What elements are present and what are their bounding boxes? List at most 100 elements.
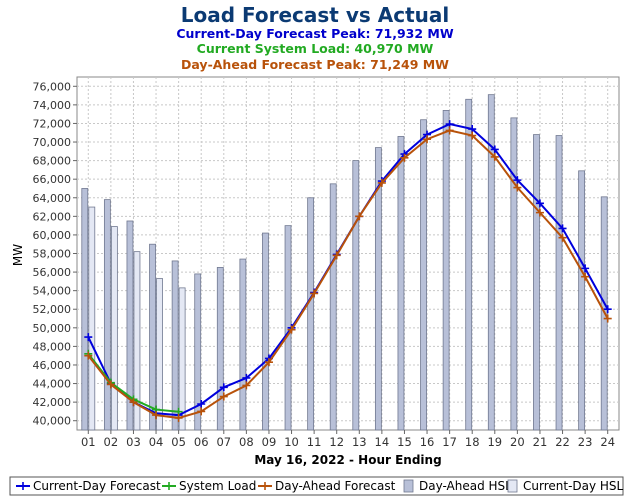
y-tick-label: 54,000	[33, 285, 72, 298]
point-day-ahead-forecast	[310, 289, 319, 298]
x-tick-label: 12	[329, 435, 344, 449]
point-current-day-forecast	[581, 264, 590, 273]
legend-label-day-ahead-hsl: Day-Ahead HSL	[419, 479, 512, 493]
point-day-ahead-forecast	[400, 153, 409, 162]
y-tick-label: 76,000	[33, 80, 72, 93]
y-tick-label: 62,000	[33, 210, 72, 223]
bar-day-ahead-hsl	[555, 135, 563, 431]
y-tick-label: 72,000	[33, 117, 72, 130]
x-tick-label: 07	[216, 435, 231, 449]
legend-label-current-day-hsl: Current-Day HSL	[523, 479, 624, 493]
x-tick-label: 23	[578, 435, 593, 449]
x-tick-label: 11	[307, 435, 322, 449]
x-tick-label: 06	[194, 435, 209, 449]
y-tick-label: 74,000	[33, 99, 72, 112]
hsl-bars	[81, 94, 608, 431]
bar-day-ahead-hsl	[533, 134, 540, 431]
subtitle-current-day-peak: Current-Day Forecast Peak: 71,932 MW	[176, 26, 454, 41]
legend-label-system-load: System Load	[179, 479, 256, 493]
y-tick-label: 70,000	[33, 136, 72, 149]
x-tick-label: 13	[352, 435, 367, 449]
point-current-day-forecast	[490, 145, 499, 154]
chart-title: Load Forecast vs Actual	[181, 3, 449, 27]
y-tick-label: 64,000	[33, 192, 72, 205]
bar-day-ahead-hsl	[442, 110, 450, 431]
point-current-day-forecast	[242, 373, 251, 382]
y-tick-label: 46,000	[33, 359, 72, 372]
bar-day-ahead-hsl	[103, 199, 111, 431]
point-day-ahead-forecast	[174, 413, 183, 422]
point-day-ahead-forecast	[242, 381, 251, 390]
bar-day-ahead-hsl	[239, 258, 247, 431]
y-tick-label: 58,000	[33, 248, 72, 261]
point-day-ahead-forecast	[106, 380, 115, 389]
legend-box	[9, 476, 624, 496]
legend-marker-current-day-forecast	[19, 482, 27, 490]
y-tick-label: 66,000	[33, 173, 72, 186]
y-tick-label: 40,000	[33, 415, 72, 428]
x-axis: 01 02 03 04 05 06 07 08 09 10 11 12 13 14 15 16 17 18 19 20…	[81, 430, 615, 449]
point-day-ahead-forecast	[603, 314, 612, 323]
y-axis-label: MW	[11, 244, 25, 266]
y-tick-label: 60,000	[33, 229, 72, 242]
x-tick-label: 21	[533, 435, 548, 449]
bar-day-ahead-hsl	[171, 260, 179, 431]
y-tick-label: 42,000	[33, 396, 72, 409]
point-day-ahead-forecast	[287, 325, 296, 334]
bar-current-day-hsl	[88, 206, 96, 431]
y-tick-label: 56,000	[33, 266, 72, 279]
point-day-ahead-forecast	[445, 126, 454, 135]
bar-current-day-hsl	[110, 226, 118, 431]
x-tick-label: 19	[487, 435, 502, 449]
bar-day-ahead-hsl	[510, 117, 518, 431]
point-current-day-forecast	[535, 199, 544, 208]
y-tick-label: 68,000	[33, 155, 72, 168]
bar-day-ahead-hsl	[578, 170, 586, 431]
x-tick-label: 20	[510, 435, 525, 449]
bar-day-ahead-hsl	[465, 98, 473, 431]
point-day-ahead-forecast	[84, 351, 93, 360]
bar-day-ahead-hsl	[194, 273, 202, 431]
point-day-ahead-forecast	[468, 131, 477, 140]
point-day-ahead-forecast	[152, 411, 161, 420]
point-day-ahead-forecast	[129, 398, 138, 407]
point-current-day-forecast	[84, 333, 93, 342]
bar-day-ahead-hsl	[397, 136, 405, 431]
point-day-ahead-forecast	[264, 358, 273, 367]
x-tick-label: 01	[81, 435, 96, 449]
bar-day-ahead-hsl	[329, 183, 337, 431]
legend-swatch-day-ahead-hsl	[403, 479, 414, 493]
point-day-ahead-forecast	[490, 152, 499, 161]
point-current-day-forecast	[603, 305, 612, 314]
x-tick-label: 03	[126, 435, 141, 449]
subtitle-day-ahead-peak: Day-Ahead Forecast Peak: 71,249 MW	[181, 57, 449, 72]
bar-day-ahead-hsl	[216, 267, 224, 431]
bar-day-ahead-hsl	[374, 147, 382, 431]
bar-day-ahead-hsl	[262, 232, 269, 431]
point-current-day-forecast	[197, 399, 206, 408]
x-tick-label: 14	[375, 435, 390, 449]
point-day-ahead-forecast	[558, 233, 567, 242]
point-current-day-forecast	[513, 176, 522, 185]
point-day-ahead-forecast	[513, 183, 522, 192]
legend: Current-Day Forecast System Load Day-Ahead…	[16, 479, 624, 493]
y-axis: 40,000 42,000 44,000 46,000 48,000 50,000 52,0…	[33, 80, 77, 428]
bar-day-ahead-hsl	[420, 119, 427, 431]
point-day-ahead-forecast	[535, 208, 544, 217]
point-day-ahead-forecast	[332, 251, 341, 260]
point-day-ahead-forecast	[423, 135, 432, 144]
legend-label-current-day-forecast: Current-Day Forecast	[33, 479, 161, 493]
x-tick-label: 02	[104, 435, 119, 449]
y-tick-label: 48,000	[33, 340, 72, 353]
x-tick-label: 08	[239, 435, 254, 449]
y-tick-label: 44,000	[33, 378, 72, 391]
point-day-ahead-forecast	[355, 212, 364, 221]
forecast-lines	[84, 120, 612, 422]
legend-marker-system-load	[165, 482, 173, 490]
bar-day-ahead-hsl	[352, 160, 360, 431]
point-day-ahead-forecast	[377, 178, 386, 187]
subtitle-current-system-load: Current System Load: 40,970 MW	[197, 41, 434, 56]
y-tick-label: 50,000	[33, 322, 72, 335]
bar-current-day-hsl	[133, 251, 141, 431]
